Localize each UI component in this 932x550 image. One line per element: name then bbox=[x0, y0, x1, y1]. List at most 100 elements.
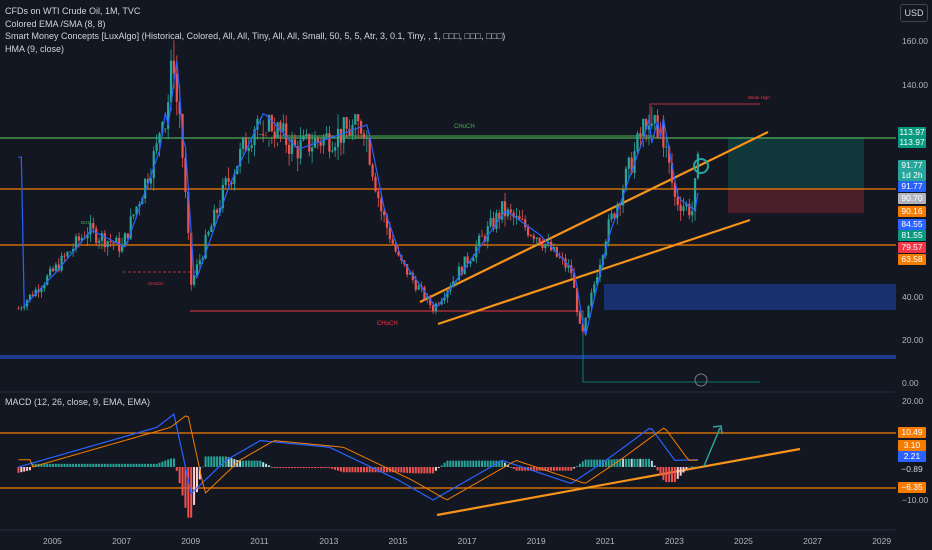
macd-histogram-bar bbox=[573, 467, 576, 469]
choch-label-top: CHoCH bbox=[454, 124, 475, 130]
candle-body bbox=[555, 247, 558, 257]
candle-body bbox=[645, 118, 648, 130]
candle-body bbox=[308, 134, 311, 152]
macd-histogram-bar bbox=[561, 467, 564, 471]
time-axis-tick: 2013 bbox=[319, 536, 338, 546]
candle-body bbox=[541, 243, 544, 248]
macd-histogram-bar bbox=[290, 467, 293, 469]
candle-body bbox=[478, 235, 481, 247]
macd-histogram-bar bbox=[348, 467, 351, 473]
macd-line bbox=[18, 413, 698, 501]
candle-body bbox=[138, 204, 141, 207]
candle-body bbox=[512, 212, 515, 218]
macd-histogram-bar bbox=[501, 460, 504, 467]
macd-arrowhead bbox=[712, 425, 723, 435]
candle-body bbox=[152, 150, 155, 179]
candle-body bbox=[290, 139, 294, 154]
macd-histogram-bar bbox=[633, 458, 636, 467]
candle-body bbox=[578, 312, 581, 324]
candle-body bbox=[406, 264, 409, 275]
candle-body bbox=[362, 133, 366, 139]
candle-body bbox=[371, 164, 374, 177]
macd-histogram-bar bbox=[593, 459, 596, 467]
macd-histogram-bar bbox=[276, 467, 279, 469]
macd-histogram-bar bbox=[509, 466, 512, 468]
time-axis-tick: 2027 bbox=[803, 536, 822, 546]
price-axis-tick: 40.00 bbox=[902, 292, 924, 302]
macd-histogram-bar bbox=[414, 467, 417, 474]
macd-histogram-bar bbox=[362, 467, 365, 473]
macd-histogram-bar bbox=[682, 467, 685, 473]
macd-histogram-bar bbox=[535, 467, 538, 471]
candle-body bbox=[239, 148, 242, 166]
macd-histogram-bar bbox=[54, 463, 57, 467]
candle-body bbox=[587, 305, 590, 318]
candle-body bbox=[115, 237, 118, 244]
candle-body bbox=[43, 284, 46, 289]
candle-body bbox=[529, 235, 533, 237]
macd-histogram-bar bbox=[434, 467, 437, 471]
candle-body bbox=[457, 266, 461, 281]
macd-histogram-bar bbox=[371, 467, 374, 473]
macd-histogram-bar bbox=[624, 458, 627, 467]
candle-body bbox=[656, 115, 659, 139]
candle-body bbox=[518, 215, 521, 220]
macd-histogram-bar bbox=[647, 458, 650, 467]
time-axis-tick: 2005 bbox=[43, 536, 62, 546]
macd-histogram-bar bbox=[550, 467, 553, 471]
candle-body bbox=[66, 252, 69, 257]
macd-histogram-bar bbox=[397, 467, 400, 473]
candle-body bbox=[270, 114, 273, 132]
macd-histogram-bar bbox=[645, 458, 648, 467]
candle-body bbox=[216, 209, 219, 213]
macd-histogram-bar bbox=[239, 460, 242, 467]
macd-histogram-bar bbox=[604, 459, 607, 467]
macd-histogram-bar bbox=[109, 463, 112, 467]
macd-histogram-bar bbox=[126, 463, 129, 467]
candle-body bbox=[380, 198, 383, 212]
macd-histogram-bar bbox=[118, 463, 121, 467]
candle-body bbox=[135, 206, 138, 215]
macd-histogram-bar bbox=[671, 467, 674, 483]
macd-histogram-bar bbox=[480, 460, 483, 467]
macd-histogram-bar bbox=[247, 460, 250, 467]
candle-body bbox=[662, 119, 665, 148]
candle-body bbox=[446, 290, 449, 298]
candle-body bbox=[443, 297, 446, 301]
candle-body bbox=[440, 300, 443, 305]
long-target-zone bbox=[728, 137, 864, 189]
indicator-smc[interactable]: Smart Money Concepts [LuxAlgo] (Historic… bbox=[5, 31, 506, 41]
macd-histogram-bar bbox=[144, 463, 147, 467]
symbol-title[interactable]: CFDs on WTI Crude Oil, 1M, TVC bbox=[5, 6, 141, 16]
candle-body bbox=[100, 233, 104, 241]
candle-body bbox=[161, 122, 164, 134]
macd-histogram-bar bbox=[17, 467, 20, 473]
candle-body bbox=[224, 178, 227, 185]
price-tag: 90.70 bbox=[898, 193, 926, 204]
candle-body bbox=[28, 294, 32, 301]
macd-histogram-bar bbox=[403, 467, 406, 473]
macd-histogram-bar bbox=[380, 467, 383, 473]
indicator-ema-sma[interactable]: Colored EMA /SMA (8, 8) bbox=[5, 18, 106, 29]
macd-histogram-bar bbox=[98, 463, 101, 467]
macd-histogram-bar bbox=[66, 463, 69, 467]
indicator-hma[interactable]: HMA (9, close) bbox=[5, 43, 65, 54]
price-tag: 81.55 bbox=[898, 230, 926, 241]
bos-label: BOS bbox=[81, 220, 91, 225]
macd-histogram-bar bbox=[253, 460, 256, 467]
macd-histogram-bar bbox=[227, 457, 230, 467]
currency-button[interactable]: USD bbox=[900, 4, 928, 22]
candle-body bbox=[144, 178, 147, 199]
macd-histogram-bar bbox=[679, 467, 682, 476]
macd-histogram-bar bbox=[394, 467, 397, 473]
macd-histogram-bar bbox=[469, 460, 472, 467]
macd-tag: −0.89 bbox=[898, 464, 926, 475]
macd-histogram-bar bbox=[665, 467, 668, 483]
macd-histogram-bar bbox=[270, 466, 273, 468]
candle-body bbox=[316, 138, 319, 143]
macd-histogram-bar bbox=[236, 459, 239, 467]
macd-legend[interactable]: MACD (12, 26, close, 9, EMA, EMA) bbox=[5, 397, 151, 407]
macd-histogram-bar bbox=[596, 459, 599, 467]
candle-body bbox=[279, 122, 282, 132]
